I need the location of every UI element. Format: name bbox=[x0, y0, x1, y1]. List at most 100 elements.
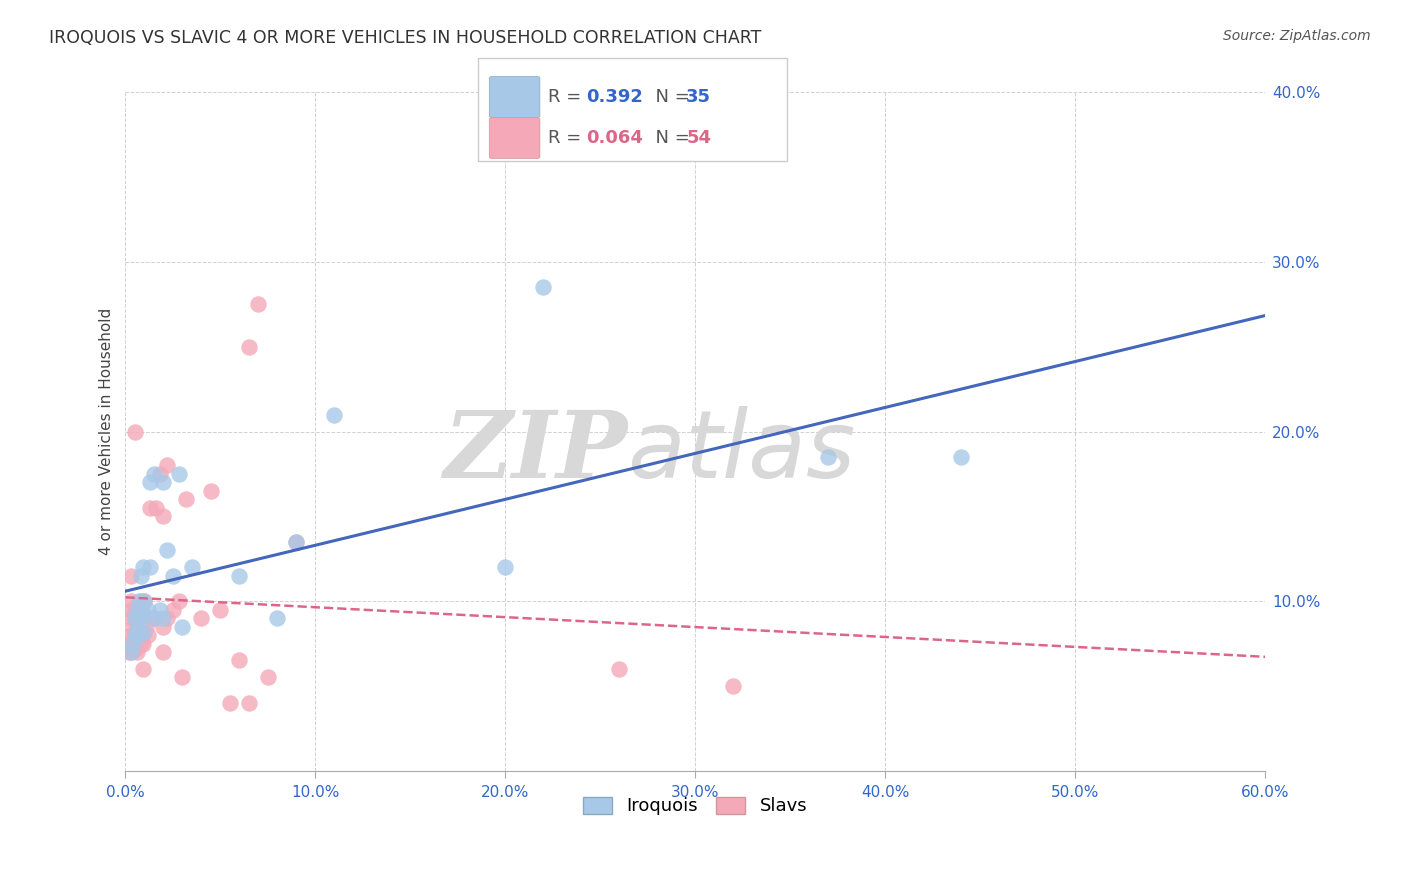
Point bbox=[149, 467, 172, 481]
Point bbox=[228, 568, 250, 582]
Point bbox=[152, 645, 174, 659]
Point bbox=[139, 475, 162, 490]
Point bbox=[285, 534, 308, 549]
Text: atlas: atlas bbox=[627, 407, 855, 498]
Point bbox=[950, 450, 973, 464]
Point bbox=[285, 534, 308, 549]
Point bbox=[531, 280, 554, 294]
Point bbox=[152, 475, 174, 490]
Point bbox=[129, 568, 152, 582]
Point bbox=[125, 645, 148, 659]
Point bbox=[200, 483, 222, 498]
Point bbox=[494, 560, 516, 574]
Point bbox=[257, 670, 280, 684]
Point bbox=[120, 645, 142, 659]
Point bbox=[139, 560, 162, 574]
Point bbox=[238, 340, 260, 354]
Point bbox=[167, 594, 190, 608]
Point bbox=[167, 467, 190, 481]
Text: N =: N = bbox=[644, 129, 696, 147]
Point bbox=[156, 611, 179, 625]
Point bbox=[125, 602, 148, 616]
Point bbox=[125, 619, 148, 633]
Point bbox=[134, 624, 156, 639]
Point bbox=[181, 560, 204, 574]
Text: 54: 54 bbox=[686, 129, 711, 147]
Point bbox=[134, 594, 156, 608]
Point bbox=[156, 458, 179, 473]
Point bbox=[120, 645, 142, 659]
Point bbox=[131, 560, 153, 574]
Point bbox=[129, 602, 152, 616]
Point bbox=[134, 607, 156, 622]
Point bbox=[143, 467, 166, 481]
Text: 35: 35 bbox=[686, 88, 711, 106]
Point bbox=[174, 492, 197, 507]
Point bbox=[124, 611, 146, 625]
Point bbox=[609, 662, 631, 676]
Point bbox=[172, 619, 194, 633]
Point bbox=[134, 624, 156, 639]
Text: N =: N = bbox=[644, 88, 696, 106]
Point bbox=[134, 594, 156, 608]
Point bbox=[139, 500, 162, 515]
Point bbox=[136, 628, 159, 642]
Point bbox=[266, 611, 288, 625]
Point bbox=[247, 297, 270, 311]
Point bbox=[190, 611, 212, 625]
Point bbox=[209, 602, 232, 616]
Point bbox=[128, 628, 150, 642]
Legend: Iroquois, Slavs: Iroquois, Slavs bbox=[576, 789, 814, 822]
Point bbox=[238, 696, 260, 710]
Point bbox=[129, 594, 152, 608]
Point bbox=[120, 628, 142, 642]
Point bbox=[124, 425, 146, 439]
Point bbox=[122, 619, 145, 633]
Point bbox=[141, 611, 163, 625]
Point bbox=[145, 500, 167, 515]
Text: Source: ZipAtlas.com: Source: ZipAtlas.com bbox=[1223, 29, 1371, 43]
Point bbox=[149, 602, 172, 616]
Point bbox=[120, 602, 142, 616]
Text: 0.064: 0.064 bbox=[586, 129, 643, 147]
Point bbox=[122, 636, 145, 650]
Point bbox=[152, 611, 174, 625]
Text: R =: R = bbox=[548, 88, 588, 106]
Point bbox=[817, 450, 839, 464]
Point bbox=[118, 636, 141, 650]
Point bbox=[120, 611, 142, 625]
Point bbox=[162, 602, 184, 616]
Point bbox=[723, 679, 745, 693]
Point bbox=[129, 636, 152, 650]
Point bbox=[135, 619, 157, 633]
Point bbox=[156, 543, 179, 558]
Point bbox=[120, 568, 142, 582]
Point bbox=[118, 645, 141, 659]
Point bbox=[120, 636, 142, 650]
Point bbox=[122, 636, 145, 650]
Text: R =: R = bbox=[548, 129, 588, 147]
Point bbox=[323, 408, 346, 422]
Point bbox=[131, 662, 153, 676]
Point bbox=[131, 636, 153, 650]
Point bbox=[152, 619, 174, 633]
Point bbox=[120, 594, 142, 608]
Point bbox=[172, 670, 194, 684]
Point bbox=[128, 594, 150, 608]
Point bbox=[219, 696, 242, 710]
Point bbox=[143, 611, 166, 625]
Text: ZIP: ZIP bbox=[443, 407, 627, 497]
Point bbox=[152, 509, 174, 524]
Point bbox=[143, 611, 166, 625]
Text: 0.392: 0.392 bbox=[586, 88, 643, 106]
Point bbox=[124, 602, 146, 616]
Point bbox=[228, 653, 250, 667]
Point bbox=[129, 611, 152, 625]
Point bbox=[128, 628, 150, 642]
Point bbox=[125, 619, 148, 633]
Point bbox=[162, 568, 184, 582]
Point bbox=[124, 611, 146, 625]
Y-axis label: 4 or more Vehicles in Household: 4 or more Vehicles in Household bbox=[100, 308, 114, 555]
Point bbox=[124, 628, 146, 642]
Point bbox=[124, 628, 146, 642]
